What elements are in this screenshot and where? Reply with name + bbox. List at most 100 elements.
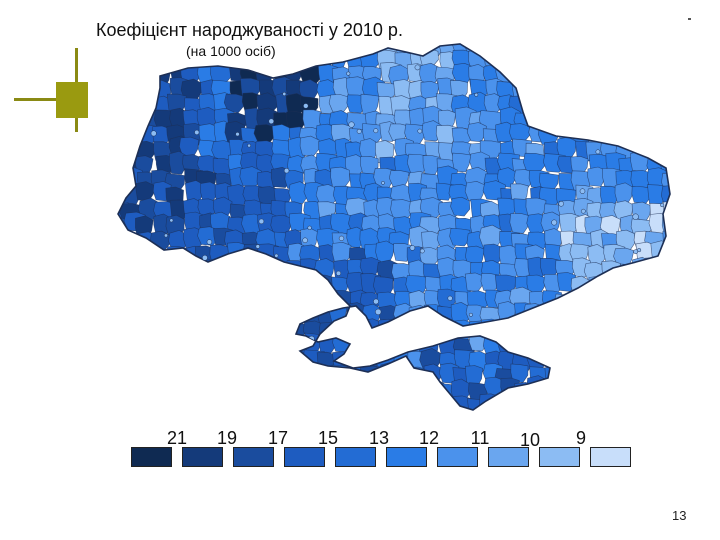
district-cell [184, 180, 206, 202]
district-cell [510, 363, 529, 383]
city-marker [632, 213, 639, 220]
city-marker [247, 143, 251, 148]
district-cell [288, 181, 309, 204]
decorative-horizontal-line [14, 98, 88, 101]
legend-swatch-11 [437, 447, 478, 467]
city-marker [417, 128, 423, 134]
district-cell [200, 181, 218, 202]
district-cell [224, 120, 246, 145]
legend-label-13: 13 [368, 428, 390, 448]
district-cell [375, 240, 395, 264]
city-marker [150, 130, 157, 137]
city-marker [348, 121, 355, 128]
district-cell [523, 152, 546, 174]
district-cell [373, 167, 396, 189]
legend-swatch-lowest [590, 447, 631, 467]
district-cell [483, 243, 504, 266]
district-cell [212, 196, 233, 218]
city-marker [335, 270, 342, 276]
city-marker [268, 118, 275, 125]
district-cell [328, 94, 349, 114]
district-cell [223, 93, 245, 114]
city-marker [558, 201, 564, 207]
district-cell [570, 155, 589, 175]
district-cell [513, 169, 534, 189]
district-cell [345, 154, 366, 176]
district-cell [359, 138, 379, 162]
city-marker [551, 219, 558, 226]
legend-swatch-12 [386, 447, 427, 467]
district-cell [422, 155, 441, 176]
district-cell [631, 186, 652, 204]
legend-label-12: 12 [418, 428, 440, 448]
city-marker [202, 254, 208, 261]
city-marker [307, 225, 312, 230]
district-cell [253, 124, 276, 144]
district-cell [526, 274, 546, 295]
map-panel: Коефіцієнт народжуваності у 2010 р. (на … [88, 16, 692, 480]
city-marker [660, 203, 665, 208]
district-cell [452, 152, 472, 173]
district-cell [315, 184, 338, 207]
district-cell [450, 196, 471, 217]
legend-label-9: 9 [575, 428, 586, 448]
district-cell [451, 127, 473, 146]
district-cell [509, 123, 531, 143]
city-marker [447, 295, 453, 301]
legend-label-10: 10 [519, 430, 541, 450]
legend-swatch-13 [335, 447, 376, 467]
city-marker [381, 181, 385, 185]
city-marker [468, 312, 473, 317]
city-marker [235, 132, 240, 137]
district-cell [152, 125, 171, 147]
city-marker [409, 245, 416, 251]
district-cell [405, 275, 429, 296]
city-marker [633, 249, 639, 255]
district-cell [464, 365, 483, 388]
legend-swatch-9 [539, 447, 580, 467]
city-marker [164, 233, 168, 238]
district-cell [179, 136, 200, 158]
district-cell [525, 197, 547, 219]
city-marker [194, 129, 200, 135]
map-title: Коефіцієнт народжуваності у 2010 р. [96, 20, 403, 40]
district-cell [388, 123, 409, 142]
district-cell [256, 92, 278, 114]
legend-label-15: 15 [317, 428, 339, 448]
district-cell [600, 185, 620, 207]
city-marker [302, 237, 308, 244]
district-cell [419, 62, 440, 86]
city-marker [580, 208, 586, 214]
city-marker [258, 218, 265, 225]
district-cell [182, 154, 203, 174]
city-marker [206, 239, 213, 245]
legend-swatch-15 [284, 447, 325, 467]
district-cell [614, 182, 634, 204]
legend-label-21: 21 [166, 428, 188, 448]
city-marker [414, 64, 421, 71]
city-marker [255, 244, 261, 249]
city-marker [595, 149, 601, 155]
district-cell [464, 272, 484, 292]
city-marker [637, 248, 642, 253]
city-marker [419, 248, 425, 254]
city-marker [303, 103, 309, 109]
district-cell [135, 181, 155, 202]
district-cell [330, 123, 354, 144]
district-cell [196, 106, 218, 129]
district-cell [388, 170, 410, 188]
district-cell [168, 229, 188, 251]
city-marker [373, 298, 379, 305]
city-marker [356, 128, 362, 134]
city-marker [338, 235, 345, 242]
city-marker [169, 218, 174, 223]
legend-label-11: 11 [470, 428, 490, 448]
city-marker [375, 308, 382, 316]
city-marker [373, 128, 379, 134]
legend-label-17: 17 [267, 428, 289, 448]
legend: 21 19 17 15 13 12 11 10 9 [88, 16, 692, 480]
district-cell [539, 172, 559, 192]
district-cell [299, 79, 319, 101]
district-cell [299, 135, 320, 157]
district-cell [464, 180, 486, 203]
